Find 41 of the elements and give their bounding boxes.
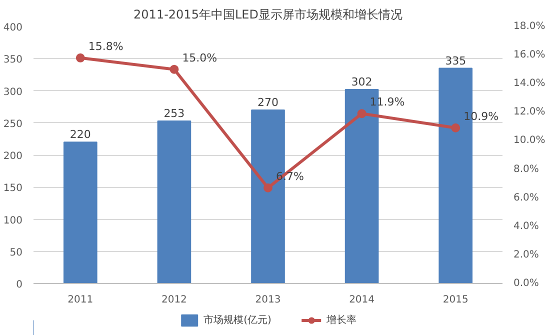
point	[264, 183, 272, 192]
data-label: 15.8%	[88, 40, 124, 53]
y-tick-label: 100	[3, 215, 23, 226]
y2-tick-label: 8.0%	[514, 164, 539, 175]
point	[170, 64, 179, 74]
y-tick-label: 150	[3, 183, 23, 194]
y-tick-label: 300	[3, 86, 23, 98]
y2-tick-label: 10.0%	[514, 135, 546, 146]
data-label: 15.0%	[182, 51, 218, 64]
x-tick-label: 2013	[255, 294, 281, 306]
x-tick-label: 2014	[349, 294, 375, 306]
data-label: 335	[445, 54, 466, 68]
y2-tick-label: 18.0%	[514, 21, 546, 32]
y2-tick-label: 16.0%	[514, 50, 546, 61]
data-label: 270	[258, 96, 278, 110]
y2-tick-label: 6.0%	[514, 192, 539, 204]
y2-tick-label: 14.0%	[514, 78, 546, 90]
y-tick-label: 350	[3, 54, 23, 66]
x-tick-label: 2012	[161, 294, 187, 306]
x-tick-label: 2015	[442, 294, 468, 306]
point	[357, 109, 366, 118]
chart-title: 2011-2015年中国LED显示屏市场规模和增长情况	[134, 8, 402, 22]
bar	[157, 120, 192, 284]
point	[451, 123, 460, 132]
y2-tick-label: 4.0%	[514, 220, 539, 232]
y-tick-label: 0	[16, 280, 23, 290]
data-label: 220	[70, 128, 91, 142]
y-tick-label: 50	[10, 247, 23, 258]
x-tick-label: 2011	[68, 294, 94, 306]
bar	[63, 142, 98, 284]
y2-tick-label: 12.0%	[514, 106, 546, 118]
legend-label: 市场规模(亿元)	[204, 314, 272, 327]
y-tick-label: 200	[3, 151, 23, 162]
data-label: 302	[351, 75, 372, 88]
y-tick-label: 250	[3, 118, 23, 130]
y2-tick-label: 0.0%	[514, 278, 539, 289]
y2-tick-label: 2.0%	[514, 249, 539, 260]
legend-label: 增长率	[326, 314, 356, 327]
y-tick-label: 400	[3, 22, 23, 34]
point	[76, 53, 85, 62]
data-label: 253	[164, 106, 185, 120]
